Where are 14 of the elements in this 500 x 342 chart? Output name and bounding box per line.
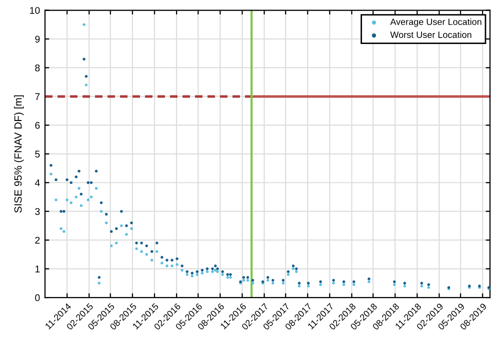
y-tick-label: 3 bbox=[35, 208, 40, 215]
legend-label: Average User Location bbox=[390, 18, 482, 27]
y-tick-label: 4 bbox=[34, 179, 40, 186]
y-tick-label: 7 bbox=[35, 93, 40, 100]
y-tick-label: 5 bbox=[35, 150, 40, 158]
y-tick-label: 0 bbox=[35, 294, 40, 302]
y-tick-label: 10 bbox=[30, 6, 40, 14]
y-axis-title: SISE 95% (FNAV DF) [m] bbox=[14, 95, 24, 213]
legend-label: Worst User Location bbox=[390, 31, 472, 38]
y-tick-label: 1 bbox=[35, 266, 40, 272]
y-tick-label: 6 bbox=[35, 122, 40, 129]
y-tick-label: 2 bbox=[35, 236, 40, 244]
y-tick-label: 8 bbox=[35, 64, 40, 72]
y-tick-label: 9 bbox=[35, 36, 40, 43]
